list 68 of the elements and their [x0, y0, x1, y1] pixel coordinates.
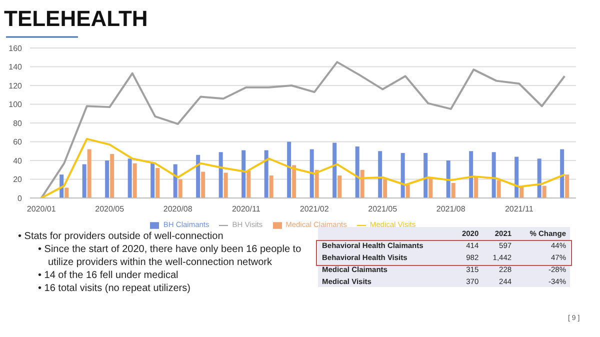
x-tick-label: 2021/08	[436, 204, 466, 214]
bar	[492, 152, 496, 198]
bar	[474, 177, 478, 198]
bar	[132, 163, 137, 198]
y-tick-label: 120	[8, 81, 23, 90]
bar	[287, 142, 292, 198]
bar	[156, 168, 160, 198]
bar	[332, 142, 337, 198]
bar	[428, 178, 433, 198]
bar	[264, 150, 268, 198]
x-tick-label: 2020/05	[95, 204, 125, 214]
text: • 16 total visits (no repeat utilizers)	[37, 282, 192, 295]
bar	[242, 150, 246, 198]
bar	[469, 151, 474, 198]
y-tick-label: 60	[13, 138, 23, 147]
bar	[355, 146, 360, 198]
bar	[110, 154, 114, 198]
y-tick-label: 20	[13, 175, 23, 184]
bar	[87, 149, 92, 198]
bar	[82, 164, 86, 198]
bar	[173, 164, 178, 198]
bar	[378, 151, 382, 198]
bar	[201, 172, 206, 198]
bar	[292, 165, 296, 198]
bar	[105, 160, 110, 198]
text: • 14 of the 16 fell under medical	[37, 269, 180, 282]
line-series	[40, 61, 566, 198]
bar	[150, 163, 155, 198]
bar	[196, 154, 200, 198]
y-tick-label: 100	[8, 100, 23, 110]
x-tick-label: 2021/02	[300, 204, 330, 214]
text: • Stats for providers outside of well-connection	[18, 230, 224, 243]
x-tick-label: 2020/08	[163, 204, 193, 214]
x-tick-label: 2021/11	[504, 204, 534, 214]
x-tick-label: 2020/01	[26, 204, 56, 214]
bar	[383, 179, 388, 198]
bar	[565, 174, 570, 198]
bar	[451, 183, 456, 198]
y-tick-label: 140	[8, 62, 23, 72]
bar	[338, 176, 342, 198]
text: • Since the start of 2020, there have only been 16 people to utilize providers within the well-connection network	[37, 243, 302, 269]
x-tick-label: 2021/05	[368, 204, 398, 214]
bar	[224, 172, 228, 198]
bar	[560, 149, 564, 198]
bar	[496, 180, 501, 198]
bar	[424, 153, 428, 198]
bar	[246, 170, 251, 198]
bar	[514, 156, 519, 198]
line-series	[40, 138, 566, 198]
chart-title: TELEHEALTH	[4, 6, 148, 32]
bar	[406, 184, 410, 198]
bar	[400, 153, 405, 198]
bar	[64, 188, 69, 198]
y-tick-label: 80	[13, 118, 23, 128]
y-tick-label: 40	[13, 156, 23, 166]
bar	[178, 179, 182, 198]
y-tick-label: 0	[18, 194, 23, 203]
bar	[128, 158, 132, 198]
bar	[537, 158, 542, 198]
bar	[314, 170, 319, 198]
bar	[269, 176, 274, 198]
bar	[542, 186, 546, 198]
bar	[218, 152, 223, 198]
x-tick-label: 2020/11	[232, 204, 261, 214]
bar	[310, 149, 314, 198]
bar	[446, 160, 450, 198]
y-tick-label: 160	[8, 44, 23, 53]
bar	[360, 170, 364, 198]
